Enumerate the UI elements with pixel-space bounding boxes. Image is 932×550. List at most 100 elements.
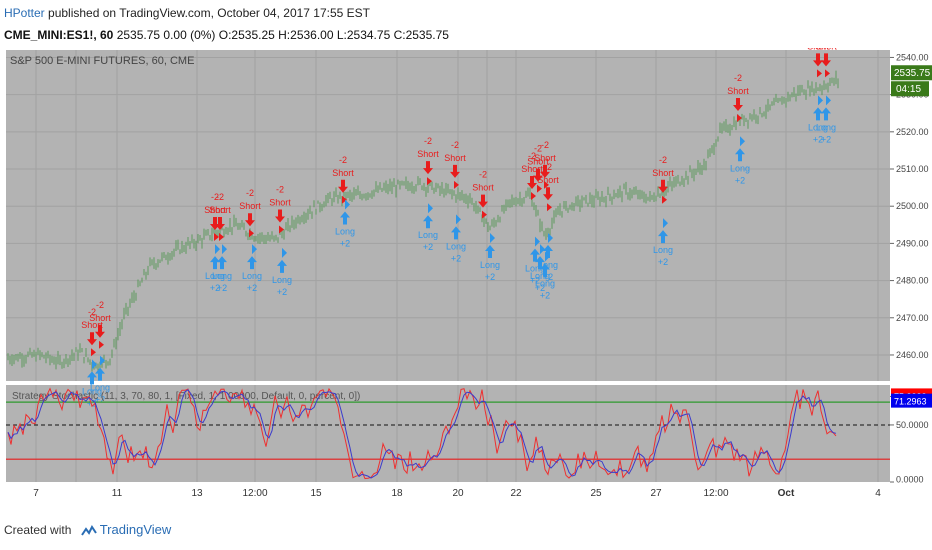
short-qty-label: -2 bbox=[451, 140, 459, 150]
short-arrow-icon bbox=[275, 209, 285, 223]
long-marker-icon bbox=[100, 355, 105, 366]
short-marker-icon bbox=[279, 225, 284, 234]
short-qty-label: -2 bbox=[528, 151, 536, 161]
short-label: Short bbox=[472, 183, 494, 193]
price-tick-label: 2460.00 bbox=[896, 350, 929, 360]
short-qty-label: -2 bbox=[88, 307, 96, 317]
long-arrow-icon bbox=[217, 256, 227, 270]
long-marker-icon bbox=[92, 359, 97, 370]
price-tick-label: 2490.00 bbox=[896, 238, 929, 248]
short-arrow-icon bbox=[540, 164, 550, 178]
short-arrow-icon bbox=[813, 53, 823, 67]
short-marker-icon bbox=[427, 177, 432, 186]
short-qty-label: -2 bbox=[216, 192, 224, 202]
short-arrow-icon bbox=[215, 216, 225, 230]
osc-tick-label: 50.0000 bbox=[896, 420, 929, 430]
published-text: published on TradingView.com, October 04… bbox=[44, 6, 371, 20]
long-arrow-icon bbox=[87, 371, 97, 385]
long-qty-label: +2 bbox=[95, 395, 105, 405]
long-qty-label: +2 bbox=[247, 283, 257, 293]
long-marker-icon bbox=[282, 247, 287, 258]
header-quote: CME_MINI:ES1!, 60 2535.75 0.00 (0%) O:25… bbox=[4, 28, 449, 42]
long-arrow-icon bbox=[821, 107, 831, 121]
countdown-label: 04:15 bbox=[896, 84, 921, 95]
header-published: HPotter published on TradingView.com, Oc… bbox=[4, 6, 370, 20]
long-label: Long bbox=[653, 245, 673, 255]
short-label: Short bbox=[815, 48, 837, 51]
short-marker-icon bbox=[737, 113, 742, 122]
long-qty-label: +2 bbox=[535, 283, 545, 293]
price-tick-label: 2510.00 bbox=[896, 164, 929, 174]
author-link[interactable]: HPotter bbox=[4, 6, 45, 20]
long-qty-label: +2 bbox=[87, 398, 97, 408]
long-label: Long bbox=[90, 383, 110, 393]
long-arrow-icon bbox=[95, 367, 105, 381]
short-label: Short bbox=[81, 320, 103, 330]
long-label: Long bbox=[530, 271, 550, 281]
chart-area[interactable]: 7 11 13 12:00 15 18 20 22 25 27 12:00 Oct 4 2460.00 24… bbox=[0, 48, 932, 514]
short-marker-icon bbox=[214, 232, 219, 241]
price-tick-label: 2540.00 bbox=[896, 52, 929, 62]
created-with-text: Created with bbox=[4, 523, 72, 537]
stoch-d-line bbox=[7, 387, 837, 480]
long-arrow-icon bbox=[277, 259, 287, 273]
short-arrow-icon bbox=[338, 179, 348, 193]
short-label: Short bbox=[534, 153, 556, 163]
long-marker-icon bbox=[540, 244, 545, 255]
long-arrow-icon bbox=[247, 256, 257, 270]
long-arrow-icon bbox=[813, 107, 823, 121]
tradingview-brand[interactable]: TradingView bbox=[99, 522, 172, 537]
long-label: Long bbox=[335, 226, 355, 236]
short-arrow-icon bbox=[87, 332, 97, 346]
quote-values: 2535.75 0.00 (0%) O:2535.25 H:2536.00 L:… bbox=[113, 28, 449, 42]
footer: Created with TradingView bbox=[4, 522, 171, 537]
short-qty-label: -2 bbox=[339, 155, 347, 165]
short-qty-label: -2 bbox=[659, 155, 667, 165]
short-arrow-icon bbox=[533, 168, 543, 182]
short-label: Short bbox=[521, 164, 543, 174]
x-tick-label: 12:00 bbox=[242, 488, 267, 499]
long-qty-label: +2 bbox=[485, 272, 495, 282]
long-label: Long bbox=[418, 230, 438, 240]
long-label: Long bbox=[480, 260, 500, 270]
long-label: Long bbox=[212, 271, 232, 281]
osc-value-tag bbox=[891, 393, 932, 408]
short-arrow-icon bbox=[423, 161, 433, 175]
short-label: Short bbox=[527, 157, 549, 167]
short-qty-label: -2 bbox=[96, 300, 104, 310]
short-marker-icon bbox=[482, 210, 487, 219]
long-qty-label: +2 bbox=[530, 276, 540, 286]
x-tick-label: 7 bbox=[33, 488, 39, 499]
long-label: Long bbox=[82, 386, 102, 396]
long-qty-label: +2 bbox=[543, 272, 553, 282]
short-arrow-icon bbox=[478, 194, 488, 208]
long-marker-icon bbox=[215, 244, 220, 255]
short-qty-label: -2 bbox=[541, 140, 549, 150]
osc-tick-label: 0.0000 bbox=[896, 475, 924, 485]
long-qty-label: +2 bbox=[277, 287, 287, 297]
long-marker-icon bbox=[252, 244, 257, 255]
long-arrow-icon bbox=[735, 148, 745, 162]
short-arrow-icon bbox=[245, 213, 255, 227]
long-marker-icon bbox=[535, 236, 540, 247]
long-qty-label: +2 bbox=[340, 238, 350, 248]
long-arrow-icon bbox=[340, 211, 350, 225]
long-marker-icon bbox=[663, 218, 668, 229]
long-label: Long bbox=[730, 163, 750, 173]
osc-title: Strategy Stochastic (11, 3, 70, 80, 1, [… bbox=[12, 391, 360, 402]
long-qty-label: +2 bbox=[658, 257, 668, 267]
long-marker-icon bbox=[345, 199, 350, 210]
long-label: Long bbox=[525, 264, 545, 274]
short-qty-label: -2 bbox=[534, 144, 542, 154]
long-qty-label: +2 bbox=[210, 283, 220, 293]
short-marker-icon bbox=[342, 195, 347, 204]
short-qty-label: -2 bbox=[734, 73, 742, 83]
short-arrow-icon bbox=[733, 97, 743, 111]
short-marker-icon bbox=[825, 69, 830, 78]
long-arrow-icon bbox=[530, 248, 540, 262]
x-tick-label: 18 bbox=[391, 488, 403, 499]
short-label: Short bbox=[269, 198, 291, 208]
short-marker-icon bbox=[544, 180, 549, 189]
price-tick-label: 2480.00 bbox=[896, 276, 929, 286]
long-arrow-icon bbox=[451, 226, 461, 240]
